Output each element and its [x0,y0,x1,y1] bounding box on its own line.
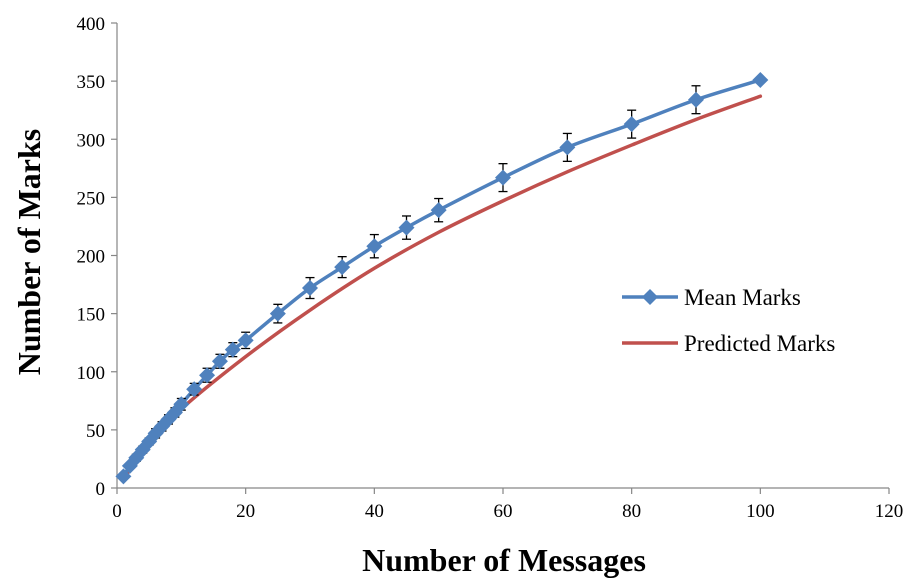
data-point-mean-marks [366,238,383,255]
data-point-mean-marks [398,219,415,236]
x-tick-label: 120 [875,501,904,522]
data-point-mean-marks [752,71,769,88]
x-tick-label: 80 [622,501,641,522]
data-point-mean-marks [269,305,286,322]
data-point-mean-marks [623,116,640,133]
chart-ticks: 0 20 40 60 80 100 120 0 50 100 150 200 250 300 350 400 [77,14,904,522]
series-layer [115,71,769,485]
x-tick-label: 20 [236,501,255,522]
y-tick-label: 250 [77,188,106,209]
legend-item-predicted-marks: Predicted Marks [622,331,835,356]
chart-axes [116,23,889,489]
data-point-mean-marks [495,169,511,186]
data-point-mean-marks [688,91,704,108]
data-point-mean-marks [334,259,351,276]
data-point-mean-marks [237,332,254,349]
y-tick-label: 50 [86,421,105,442]
legend-diamond-icon [642,289,658,305]
y-tick-label: 100 [77,363,106,384]
x-tick-label: 100 [746,501,775,522]
legend-label-predicted-marks: Predicted Marks [684,331,835,356]
legend-label-mean-marks: Mean Marks [684,285,801,310]
data-point-mean-marks [211,353,228,370]
x-tick-label: 40 [365,501,384,522]
data-point-mean-marks [224,341,241,358]
series-line-mean-marks [121,78,763,479]
y-tick-label: 150 [77,305,106,326]
data-point-mean-marks [559,139,576,156]
y-tick-label: 350 [77,72,106,93]
series-line-predicted-marks [121,94,763,481]
y-tick-label: 200 [77,247,106,268]
data-point-mean-marks [199,367,216,384]
x-tick-label: 60 [494,501,513,522]
y-tick-label: 400 [77,14,106,35]
data-point-mean-marks [430,202,447,219]
data-point-mean-marks [115,468,132,485]
y-tick-label: 0 [96,479,106,500]
y-axis-title: Number of Marks [11,129,47,376]
x-tick-label: 0 [112,501,122,522]
legend: Mean Marks Predicted Marks [622,285,835,356]
y-tick-label: 300 [77,130,106,151]
data-point-mean-marks [186,381,203,398]
data-point-mean-marks [302,280,318,297]
data-point-mean-marks [173,396,190,413]
x-axis-title: Number of Messages [362,542,646,578]
legend-item-mean-marks: Mean Marks [622,285,801,310]
